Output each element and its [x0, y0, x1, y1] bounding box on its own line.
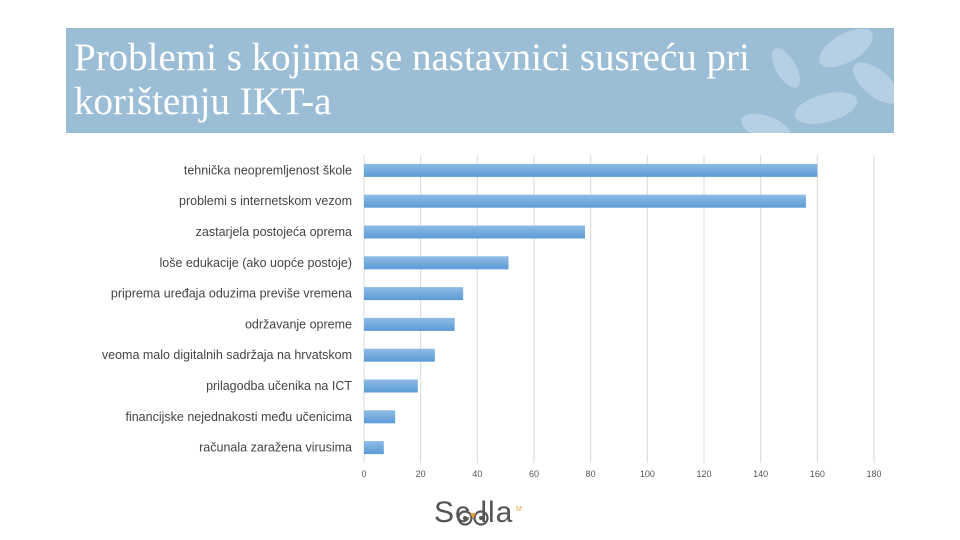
bar — [364, 256, 509, 270]
slide-title: Problemi s kojima se nastavnici susreću … — [74, 36, 750, 123]
x-tick-label: 160 — [810, 469, 825, 479]
x-tick-label: 100 — [640, 469, 655, 479]
x-tick-label: 120 — [696, 469, 711, 479]
bar — [364, 317, 455, 331]
bar — [364, 379, 418, 393]
x-tick-label: 40 — [472, 469, 482, 479]
x-tick-labels: 0 20 40 60 80 100 120 140 160 180 — [361, 469, 881, 479]
category-label: prilagodba učenika na ICT — [206, 379, 352, 393]
bar — [364, 194, 806, 208]
owl-eyes-icon — [457, 510, 489, 526]
category-label: loše edukacije (ako uopće postoje) — [160, 256, 352, 270]
x-tick-label: 80 — [586, 469, 596, 479]
bar — [364, 441, 384, 455]
x-tick-label: 60 — [529, 469, 539, 479]
bar — [364, 287, 464, 301]
category-label: priprema uređaja oduzima previše vremena — [111, 287, 352, 301]
x-tick-label: 0 — [361, 469, 366, 479]
category-label: računala zaražena virusima — [199, 441, 352, 455]
logo-text: Sc lla — [434, 496, 514, 529]
bar — [364, 410, 396, 424]
category-label: veoma malo digitalnih sadržaja na hrvats… — [102, 348, 352, 362]
bar — [364, 225, 585, 239]
category-label: problemi s internetskom vezom — [179, 194, 352, 208]
category-label: tehnička neopremljenost škole — [184, 163, 352, 177]
title-banner: Problemi s kojima se nastavnici susreću … — [66, 28, 894, 133]
x-tick-label: 20 — [416, 469, 426, 479]
x-tick-label: 140 — [753, 469, 768, 479]
bars — [364, 163, 818, 455]
scolla-logo: Sc lla M — [430, 496, 530, 534]
petal-decoration-icon — [741, 28, 894, 133]
logo-trademark: M — [516, 506, 522, 513]
category-labels: tehnička neopremljenost škole problemi s … — [102, 163, 352, 454]
category-label: financijske nejednakosti među učenicima — [125, 410, 352, 424]
bar — [364, 163, 818, 177]
category-label: održavanje opreme — [245, 317, 352, 331]
x-tick-label: 180 — [866, 469, 881, 479]
category-label: zastarjela postojeća oprema — [196, 225, 352, 239]
bar — [364, 348, 435, 362]
